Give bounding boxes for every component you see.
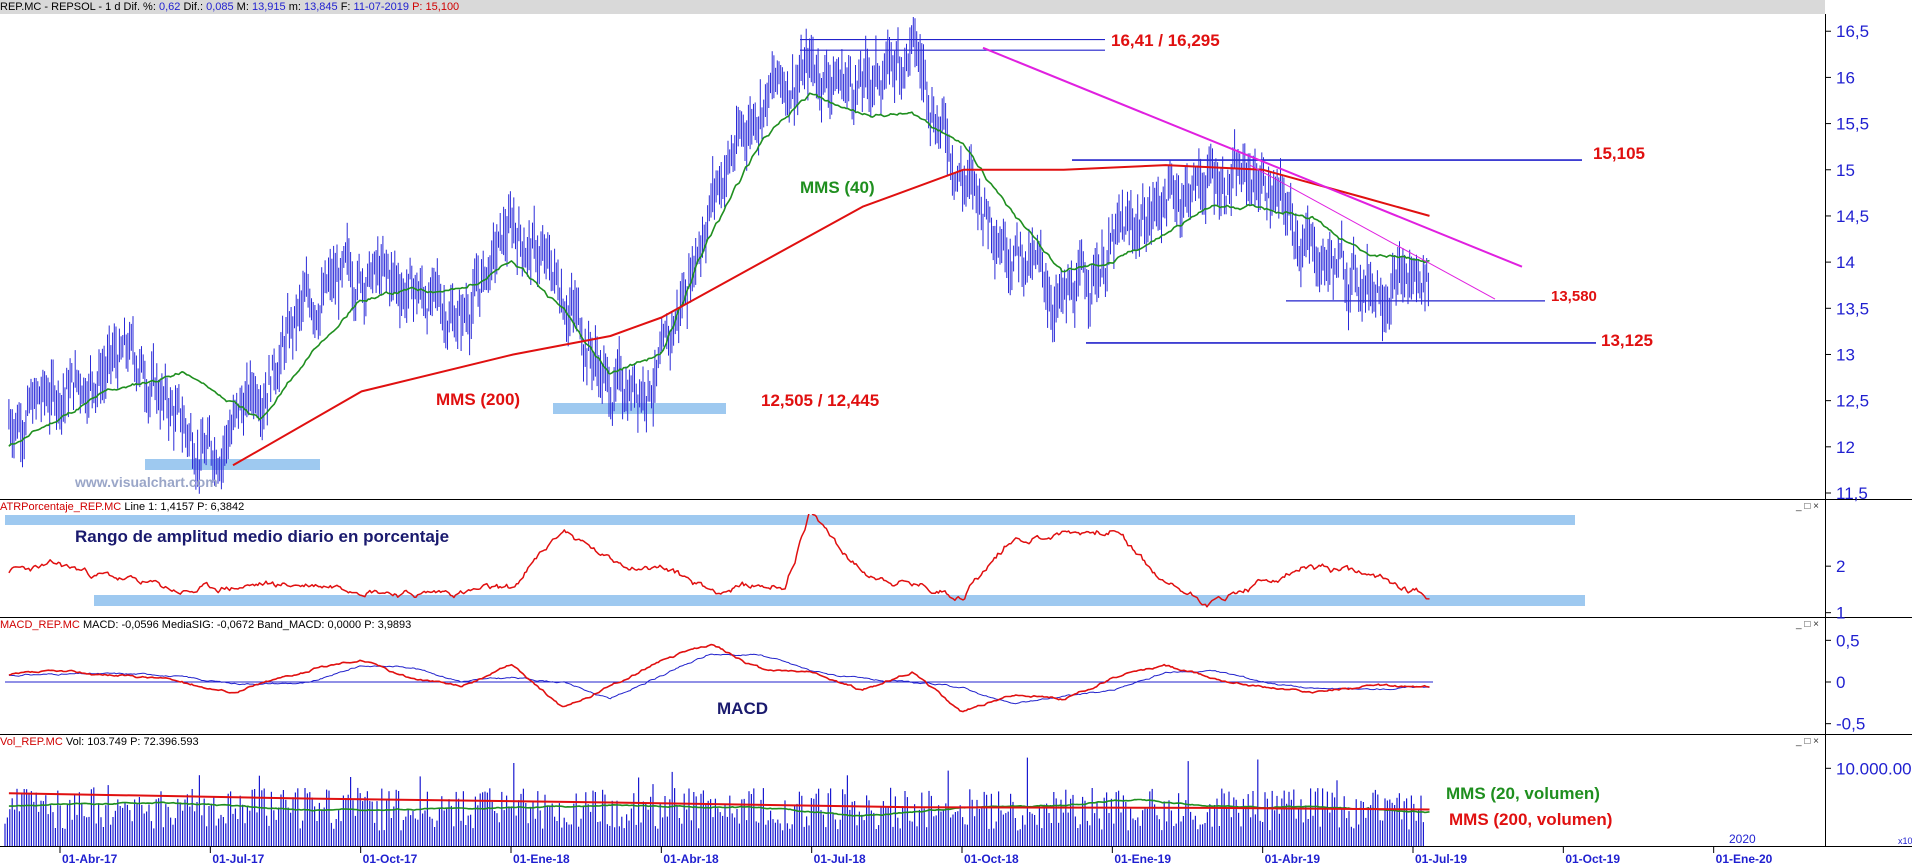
macd-axis-label: 0,5 — [1836, 631, 1860, 650]
price-bars — [8, 17, 1429, 494]
price-axis-label: 15 — [1836, 161, 1855, 180]
volume-header: Vol_REP.MC Vol: 103.749 P: 72.396.593 _ … — [0, 735, 1825, 749]
watermark: www.visualchart.com — [74, 474, 218, 490]
x-tick-label: 01-Ene-19 — [1114, 852, 1171, 866]
last-price: 15,100 — [425, 1, 460, 13]
band-low-2017 — [145, 459, 320, 470]
price-axis-label: 16,5 — [1836, 22, 1869, 41]
atr-axis-label: 2 — [1836, 557, 1845, 576]
vol-axis-label: 10.000.000 — [1836, 759, 1912, 778]
label-support1: 13,580 — [1551, 288, 1597, 305]
macd-axis-label: 0 — [1836, 673, 1845, 692]
date: 11-07-2019 — [353, 1, 409, 13]
window-controls[interactable]: _ □ × — [1796, 619, 1819, 630]
label-macd-title: MACD — [717, 699, 768, 718]
year-marker: 2020 — [1729, 832, 1756, 846]
x-tick-label: 01-Oct-19 — [1565, 852, 1620, 866]
x-tick-label: 01-Abr-17 — [62, 852, 118, 866]
band-low-2018 — [553, 403, 726, 414]
price-axis-label: 13 — [1836, 345, 1855, 364]
high: 13,915 — [251, 1, 286, 13]
label-top-level: 16,41 / 16,295 — [1111, 31, 1220, 50]
label-vol-mms200: MMS (200, volumen) — [1449, 810, 1612, 829]
x-tick-label: 01-Oct-18 — [964, 852, 1019, 866]
x-tick-label: 01-Jul-19 — [1415, 852, 1467, 866]
vol-mms20-line — [8, 798, 1430, 817]
macd-axis-label: -0,5 — [1836, 715, 1865, 734]
macd-line — [8, 643, 1430, 713]
atr-panel — [8, 510, 1430, 608]
atr-header: ATRPorcentaje_REP.MC Line 1: 1,4157 P: 6… — [0, 500, 1825, 514]
dif-pct: 0,62 — [158, 1, 181, 13]
x-tick-label: 01-Ene-18 — [513, 852, 570, 866]
window-controls[interactable]: _ □ × — [1796, 736, 1819, 747]
price-axis-label: 12 — [1836, 438, 1855, 457]
price-axis-label: 14 — [1836, 253, 1855, 272]
band-atr-bottom — [94, 595, 1585, 606]
trendline-inner — [1249, 164, 1496, 300]
price-axis-label: 15,5 — [1836, 115, 1869, 134]
label-vol-mms20: MMS (20, volumen) — [1446, 784, 1600, 803]
price-axis-label: 13,5 — [1836, 299, 1869, 318]
trendline-main — [982, 46, 1523, 268]
atr-axis-label: 1 — [1836, 604, 1845, 623]
price-axis-label: 14,5 — [1836, 207, 1869, 226]
x-tick-label: 01-Oct-17 — [363, 852, 418, 866]
window-controls[interactable]: _ □ × — [1796, 501, 1819, 512]
atr-line — [8, 510, 1430, 608]
macd-header: MACD_REP.MC MACD: -0,0596 MediaSIG: -0,0… — [0, 618, 1825, 632]
label-atr-title: Rango de amplitud medio diario en porcen… — [75, 527, 449, 546]
price-panel — [8, 17, 1596, 494]
macd-signal-line — [8, 653, 1430, 705]
volume-bars — [4, 757, 1425, 846]
dif: 0,085 — [206, 1, 234, 13]
price-axis-label: 12,5 — [1836, 392, 1869, 411]
price-axis-label: 11,5 — [1836, 484, 1868, 503]
x-tick-label: 01-Abr-19 — [1265, 852, 1321, 866]
vol-mms200-line — [8, 792, 1430, 811]
annotations: 16,41 / 16,295 15,105 13,580 13,125 12,5… — [74, 31, 1912, 846]
volume-panel — [4, 757, 1430, 846]
support-bands — [5, 403, 1585, 606]
label-low-level: 12,505 / 12,445 — [761, 391, 879, 410]
axes: 16,5 16 15,5 15 14,5 14 13,5 13 12,5 12 11,5 2 1 0,5 0… — [59, 22, 1912, 866]
macd-panel — [5, 643, 1433, 713]
mms200-line — [232, 164, 1430, 467]
mms40-line — [8, 92, 1430, 447]
x-tick-label: 01-Jul-18 — [814, 852, 866, 866]
x10-marker: x10 — [1898, 836, 1912, 846]
panel-frames — [0, 14, 1912, 847]
x-tick-label: 01-Abr-18 — [663, 852, 719, 866]
band-atr-top — [5, 515, 1575, 525]
label-resistance: 15,105 — [1593, 144, 1645, 163]
x-tick-label: 01-Jul-17 — [212, 852, 264, 866]
x-tick-label: 01-Ene-20 — [1716, 852, 1773, 866]
label-mms40: MMS (40) — [800, 178, 875, 197]
label-support2: 13,125 — [1601, 331, 1653, 350]
low: 13,845 — [303, 1, 338, 13]
symbol: REP.MC - REPSOL - — [0, 1, 103, 13]
price-axis-label: 16 — [1836, 68, 1855, 87]
label-mms200: MMS (200) — [436, 390, 520, 409]
main-header: REP.MC - REPSOL - 1 d Dif. %: 0,62 Dif.:… — [0, 0, 1825, 14]
period: 1 d — [105, 1, 121, 13]
